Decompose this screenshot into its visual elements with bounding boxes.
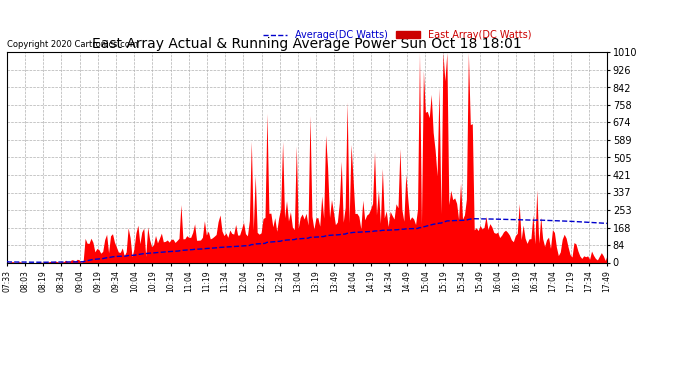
Legend: Average(DC Watts), East Array(DC Watts): Average(DC Watts), East Array(DC Watts) xyxy=(263,30,531,40)
Text: Copyright 2020 Cartronics.com: Copyright 2020 Cartronics.com xyxy=(7,40,138,49)
Title: East Array Actual & Running Average Power Sun Oct 18 18:01: East Array Actual & Running Average Powe… xyxy=(92,38,522,51)
